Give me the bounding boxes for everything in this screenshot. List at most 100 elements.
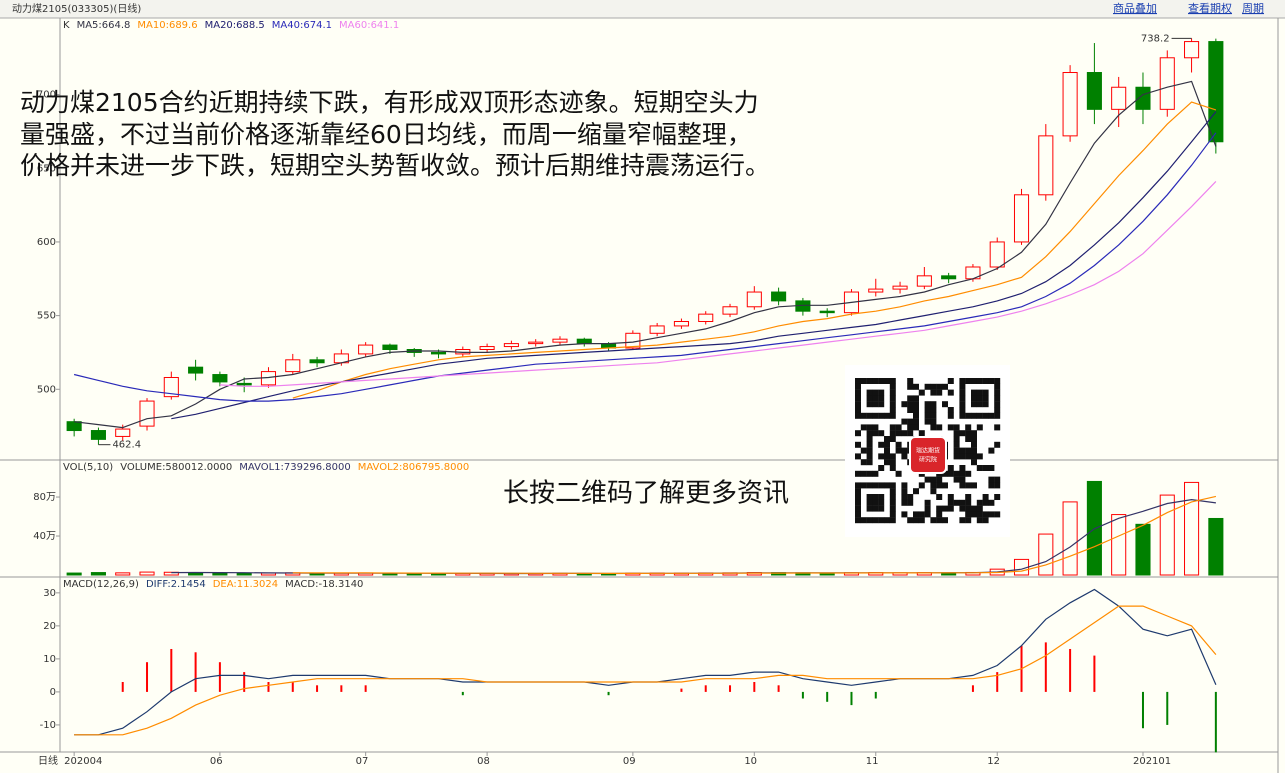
qr-module	[959, 517, 966, 524]
candle-body	[479, 346, 495, 351]
qr-module	[971, 389, 977, 396]
qr-module	[884, 412, 890, 419]
qr-module	[959, 383, 966, 390]
qr-module	[866, 430, 873, 437]
candle-body	[1184, 41, 1200, 59]
qr-module	[901, 453, 908, 460]
qr-module	[924, 383, 931, 390]
qr-module	[884, 453, 890, 460]
qr-logo-text: 研究院	[919, 456, 937, 464]
qr-module	[930, 488, 937, 495]
qr-module	[889, 407, 896, 413]
qr-module	[918, 430, 925, 437]
volume-bar	[1208, 517, 1224, 576]
qr-module	[953, 436, 960, 442]
qr-module	[965, 378, 972, 384]
qr-module	[889, 412, 896, 419]
qr-module	[913, 511, 919, 518]
qr-module	[878, 453, 885, 460]
candle-body	[1111, 86, 1127, 110]
qr-module	[936, 517, 943, 524]
qr-module	[889, 424, 896, 431]
qr-module	[866, 499, 873, 506]
qr-module	[982, 395, 989, 402]
qr-module	[855, 488, 861, 495]
legend-entry: K	[63, 20, 70, 31]
max-label: 738.2	[1141, 33, 1170, 44]
qr-module	[982, 511, 989, 518]
qr-module	[982, 412, 989, 419]
qr-module	[988, 499, 995, 506]
qr-module	[994, 424, 1001, 431]
qr-module	[953, 430, 960, 437]
qr-module	[918, 389, 925, 396]
qr-module	[965, 517, 972, 524]
qr-module	[994, 389, 1001, 396]
y-tick-label: 550	[37, 311, 56, 322]
qr-module	[889, 465, 896, 471]
qr-module	[965, 494, 972, 500]
qr-module	[878, 395, 885, 402]
qr-module	[976, 453, 983, 460]
link[interactable]: 周期	[1242, 2, 1264, 15]
qr-module	[860, 412, 867, 419]
qr-module	[878, 465, 885, 471]
qr-module	[889, 453, 896, 460]
qr-module	[866, 453, 873, 460]
qr-module	[918, 482, 925, 489]
qr-module	[878, 517, 885, 524]
qr-module	[924, 418, 931, 425]
qr-module	[855, 407, 861, 413]
qr-module	[878, 441, 885, 448]
x-tick-label: 202101	[1133, 756, 1171, 767]
line	[73, 132, 1217, 402]
qr-module	[965, 436, 972, 442]
candle-body	[673, 321, 689, 327]
qr-module	[965, 412, 972, 419]
qr-module	[965, 424, 972, 431]
volume-bar	[90, 572, 106, 576]
qr-module	[889, 505, 896, 512]
qr-module	[976, 412, 983, 419]
candle-body	[212, 374, 228, 383]
qr-module	[872, 389, 879, 396]
y-tick-label: 10	[43, 654, 56, 665]
qr-module	[872, 401, 879, 408]
link[interactable]: 商品叠加	[1113, 1, 1157, 15]
link[interactable]: 查看期权	[1188, 1, 1232, 15]
candle-body	[892, 285, 908, 290]
qr-module	[959, 465, 966, 471]
qr-module	[855, 494, 861, 500]
qr-module	[889, 499, 896, 506]
qr-module	[994, 395, 1001, 402]
qr-module	[953, 470, 960, 477]
candle-body	[649, 325, 665, 334]
volume-bar	[1184, 481, 1200, 576]
qr-module	[947, 407, 954, 413]
qr-module	[860, 517, 867, 524]
candle-body	[236, 382, 252, 386]
candle-body	[1208, 41, 1224, 143]
qr-module	[994, 378, 1001, 384]
qr-module	[913, 407, 919, 413]
y-tick-label: 650	[37, 163, 56, 174]
qr-module	[866, 378, 873, 384]
volume-bar	[1135, 523, 1151, 576]
legend-entry: MACD(12,26,9)	[63, 579, 139, 590]
qr-module	[855, 505, 861, 512]
y-tick-label: 700	[37, 90, 56, 101]
qr-module	[994, 401, 1001, 408]
qr-module	[994, 511, 1001, 518]
qr-module	[959, 470, 966, 477]
qr-module	[907, 517, 914, 524]
qr-module	[936, 424, 943, 431]
qr-module	[901, 482, 908, 489]
qr-module	[924, 401, 931, 408]
qr-module	[971, 459, 977, 466]
qr-module	[988, 476, 995, 483]
volume-bar	[188, 572, 204, 576]
qr-module	[878, 505, 885, 512]
qr-module	[901, 494, 908, 500]
annotation-line: 价格并未进一步下跌，短期空头势暂收敛。预计后期维持震荡运行。	[20, 151, 770, 180]
